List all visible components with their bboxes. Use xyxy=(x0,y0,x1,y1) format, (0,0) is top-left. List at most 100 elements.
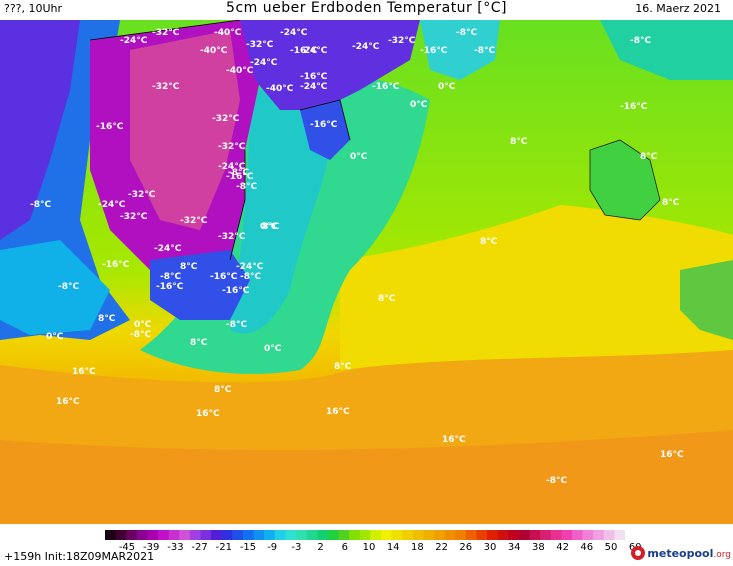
isotherm-label: -16°C xyxy=(222,286,250,296)
isotherm-label: -32°C xyxy=(218,232,246,242)
colorbar-swatch xyxy=(221,530,233,540)
colorbar-swatch xyxy=(306,530,318,540)
colorbar-swatch xyxy=(550,530,562,540)
isotherm-label: -8°C xyxy=(236,182,257,192)
isotherm-label: -24°C xyxy=(98,200,126,210)
isotherm-label: -32°C xyxy=(212,114,240,124)
isotherm-label: 16°C xyxy=(72,367,96,377)
isotherm-label: -32°C xyxy=(120,212,148,222)
colorbar-tick: -45 xyxy=(118,542,136,553)
isotherm-label: -24°C xyxy=(154,244,182,254)
isotherm-label: -16°C xyxy=(420,46,448,56)
isotherm-label: 8°C xyxy=(662,198,680,208)
isotherm-label: -24°C xyxy=(300,46,328,56)
colorbar-swatch xyxy=(593,530,605,540)
isotherm-label: 16°C xyxy=(56,397,80,407)
isotherm-label: -16°C xyxy=(102,260,130,270)
colorbar-tick: 2 xyxy=(317,542,324,553)
colorbar-tick: -33 xyxy=(167,542,184,553)
colorbar-swatch xyxy=(518,530,530,540)
colorbar-swatch xyxy=(423,530,435,540)
isotherm-label: -24°C xyxy=(352,42,380,52)
isotherm-label: 16°C xyxy=(196,409,220,419)
colorbar-swatch xyxy=(391,530,403,540)
isotherm-label: -24°C xyxy=(236,262,264,272)
isotherm-label: 8°C xyxy=(640,152,658,162)
colorbar-tick: -27 xyxy=(191,542,208,553)
colorbar-swatch xyxy=(349,530,361,540)
isotherm-label: -32°C xyxy=(152,82,180,92)
meteopool-logo-icon xyxy=(631,546,646,560)
map-header: ???, 10Uhr 5cm ueber Erdboden Temperatur… xyxy=(0,0,733,20)
colorbar-tick: -39 xyxy=(143,542,160,553)
colorbar-tick: 38 xyxy=(532,542,545,553)
colorbar-swatch xyxy=(296,530,308,540)
isotherm-label: 0°C xyxy=(134,320,152,330)
colorbar-swatch xyxy=(264,530,276,540)
isotherm-label: 8°C xyxy=(214,385,232,395)
map-title: 5cm ueber Erdboden Temperatur [°C] xyxy=(226,0,507,16)
isotherm-label: 0°C xyxy=(260,222,278,232)
colorbar-tick: 34 xyxy=(507,542,521,553)
isotherm-label: -40°C xyxy=(200,46,228,56)
isotherm-label: -16°C xyxy=(156,282,184,292)
isotherm-label: 8°C xyxy=(480,237,498,247)
isotherm-label: 8°C xyxy=(180,262,198,272)
colorbar-swatch xyxy=(200,530,212,540)
colorbar-tick: -3 xyxy=(291,542,302,553)
init-time: +159h Init:18Z09MAR2021 xyxy=(4,550,155,563)
isotherm-label: -24°C xyxy=(120,36,148,46)
isotherm-label: -32°C xyxy=(218,142,246,152)
isotherm-label: -24°C xyxy=(300,82,328,92)
isotherm-label: -40°C xyxy=(214,28,242,38)
colorbar-swatch xyxy=(168,530,180,540)
iberia-zone xyxy=(680,260,733,340)
isotherm-label: 8°C xyxy=(98,314,116,324)
isotherm-label: -24°C xyxy=(250,58,278,68)
logo-name: meteopool xyxy=(647,546,714,560)
colorbar-swatch xyxy=(540,530,552,540)
isotherm-label: -16°C xyxy=(96,122,124,132)
warm-band-18 xyxy=(0,430,733,524)
isotherm-label: -24°C xyxy=(218,162,246,172)
meteopool-logo[interactable]: meteopool.org xyxy=(631,546,731,560)
isotherm-label: -8°C xyxy=(630,36,651,46)
run-label: ???, 10Uhr xyxy=(4,2,63,15)
colorbar-tick: 50 xyxy=(604,542,618,553)
isotherm-label: 0°C xyxy=(350,152,368,162)
colorbar-swatch xyxy=(189,530,202,540)
isotherm-label: 16°C xyxy=(326,407,350,417)
colorbar-swatch xyxy=(444,530,456,540)
colorbar-tick: -21 xyxy=(215,542,232,553)
colorbar-swatch xyxy=(561,530,573,540)
isotherm-label: -16°C xyxy=(300,72,328,82)
colorbar-swatch xyxy=(211,530,223,540)
colorbar-tick: 6 xyxy=(341,542,348,553)
colorbar-tick: 22 xyxy=(435,542,448,553)
colorbar-swatch xyxy=(274,530,286,540)
colorbar-swatch xyxy=(136,530,148,540)
isotherm-label: 8°C xyxy=(510,137,528,147)
isotherm-label: -8°C xyxy=(228,168,249,178)
mid-band-10 xyxy=(340,205,733,370)
colorbar-tick: 42 xyxy=(556,542,569,553)
colorbar-swatch xyxy=(412,530,424,540)
isotherm-label: -8°C xyxy=(474,46,495,56)
isotherm-label: 16°C xyxy=(442,435,466,445)
isotherm-label: 0°C xyxy=(264,344,282,354)
colorbar-swatch xyxy=(497,530,509,540)
colorbar-swatch xyxy=(455,530,467,540)
isotherm-label: -8°C xyxy=(30,200,51,210)
colorbar-swatch xyxy=(105,530,117,540)
colorbar-swatch xyxy=(571,530,584,540)
colorbar xyxy=(105,530,625,540)
colorbar-swatch xyxy=(253,530,265,540)
isotherm-label: -8°C xyxy=(226,320,247,330)
colorbar-swatch xyxy=(327,530,339,540)
isotherm-label: -40°C xyxy=(266,84,294,94)
isotherm-label: -8°C xyxy=(130,330,151,340)
isotherm-label: 8°C xyxy=(334,362,352,372)
colorbar-swatch xyxy=(603,530,615,540)
colorbar-swatch xyxy=(242,530,255,540)
isotherm-label: -32°C xyxy=(246,40,274,50)
